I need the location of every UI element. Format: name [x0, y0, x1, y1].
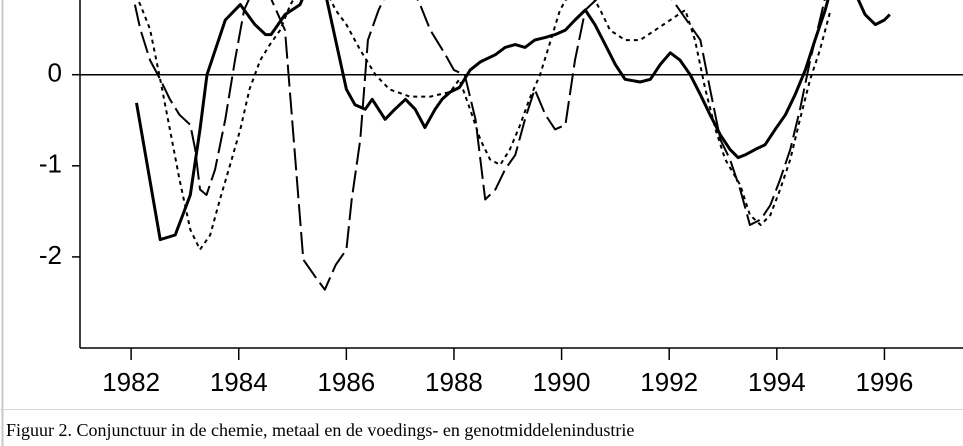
y-tick-label: 0	[48, 58, 62, 88]
x-tick-label: 1984	[210, 367, 268, 397]
plot-area	[133, 0, 891, 291]
data-line	[136, 0, 832, 251]
x-tick-label: 1986	[317, 367, 375, 397]
y-tick-label: -2	[39, 240, 62, 270]
x-tick-label: 1988	[425, 367, 483, 397]
x-tick-label: 1994	[748, 367, 806, 397]
x-tick-label: 1990	[533, 367, 591, 397]
y-tick-label: -1	[39, 149, 62, 179]
data-line	[135, 0, 891, 242]
x-tick-label: 1992	[640, 367, 698, 397]
x-tick-label: 1982	[102, 367, 160, 397]
x-tick-label: 1996	[856, 367, 914, 397]
caption: Figuur 2. Conjunctuur in de chemie, meta…	[6, 420, 634, 440]
